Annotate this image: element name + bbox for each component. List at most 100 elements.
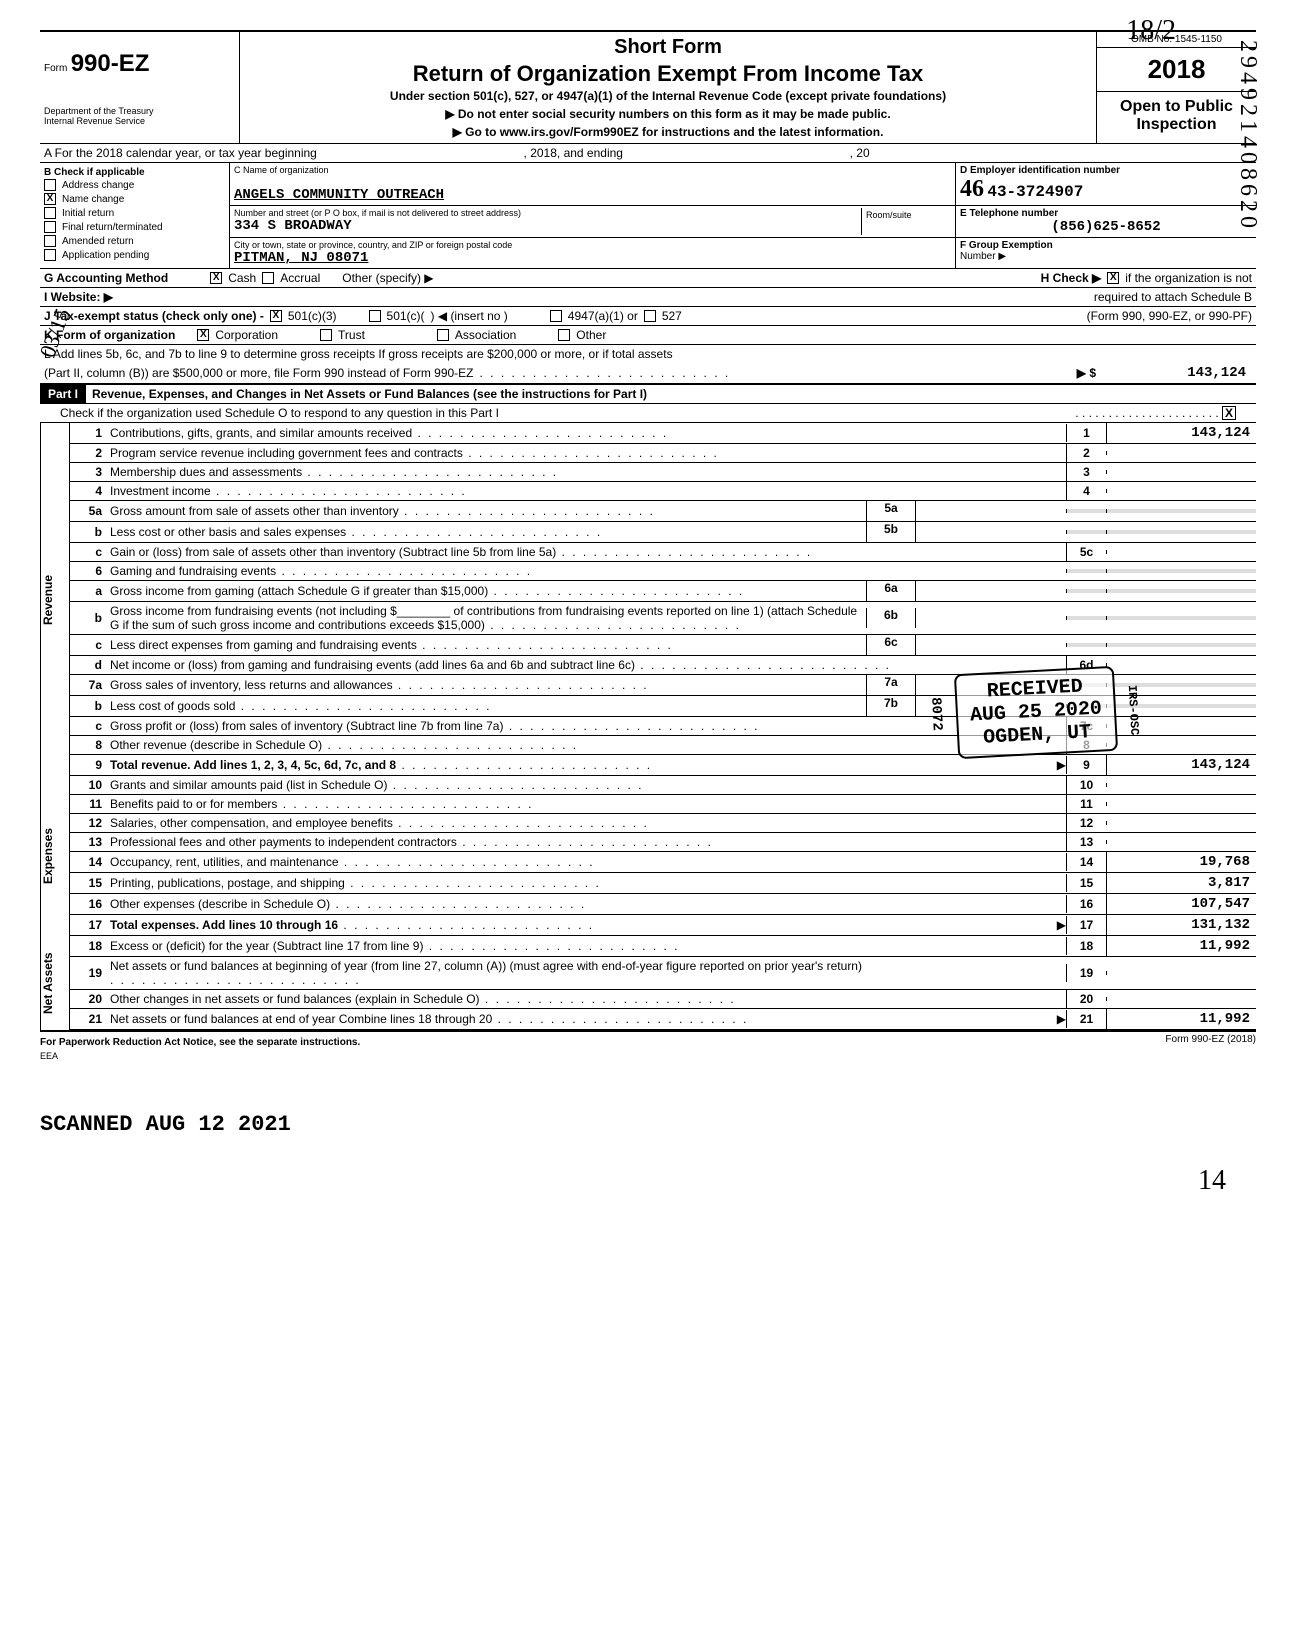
line-text: Contributions, gifts, grants, and simila… — [110, 424, 1066, 442]
val-box — [1106, 489, 1256, 493]
K-other: Other — [576, 328, 606, 342]
num-box: 1 — [1066, 424, 1106, 442]
line-a: aGross income from gaming (attach Schedu… — [70, 581, 1256, 602]
J-4947-checkbox[interactable] — [550, 310, 562, 322]
K-corp-checkbox[interactable] — [197, 329, 209, 341]
form-990ez: 294921408620 18/2 03/15 14 Form 990-EZ D… — [40, 30, 1256, 1137]
line-no: 14 — [70, 855, 110, 869]
num-box: 9 — [1066, 756, 1106, 774]
B-label-2: Initial return — [62, 208, 114, 219]
K-other-checkbox[interactable] — [558, 329, 570, 341]
H-checkbox[interactable] — [1107, 272, 1119, 284]
line-4: 4Investment income4 — [70, 482, 1256, 501]
netassets-section: Net Assets 18Excess or (deficit) for the… — [40, 936, 1256, 1030]
J-527-checkbox[interactable] — [644, 310, 656, 322]
B-checkbox-2[interactable] — [44, 207, 56, 219]
B-label-1: Name change — [62, 194, 124, 205]
B-checkbox-0[interactable] — [44, 179, 56, 191]
B-checkbox-5[interactable] — [44, 249, 56, 261]
L-line2: (Part II, column (B)) are $500,000 or mo… — [44, 366, 474, 380]
K-trust: Trust — [338, 328, 365, 342]
header-left: Form 990-EZ Department of the Treasury I… — [40, 32, 240, 143]
line-no: 3 — [70, 465, 110, 479]
line-no: b — [70, 525, 110, 539]
line-11: 11Benefits paid to or for members11 — [70, 795, 1256, 814]
J-c: 501(c)( — [387, 309, 425, 323]
E-label: E Telephone number — [960, 208, 1252, 219]
line-1: 1Contributions, gifts, grants, and simil… — [70, 423, 1256, 444]
line-6: 6Gaming and fundraising events — [70, 562, 1256, 581]
line-text: Gross income from gaming (attach Schedul… — [110, 582, 866, 600]
cell-E: E Telephone number (856)625-8652 — [956, 206, 1256, 237]
netassets-side-label: Net Assets — [40, 936, 70, 1030]
room-label: Room/suite — [861, 208, 951, 235]
line-no: 11 — [70, 797, 110, 811]
val-box: 3,817 — [1106, 873, 1256, 893]
line-text: Total expenses. Add lines 10 through 16 … — [110, 916, 1066, 934]
city-label: City or town, state or province, country… — [234, 240, 951, 250]
sub-title: Under section 501(c), 527, or 4947(a)(1)… — [248, 89, 1088, 103]
line-text: Net income or (loss) from gaming and fun… — [110, 656, 1066, 674]
B-checkbox-3[interactable] — [44, 221, 56, 233]
line-no: 17 — [70, 918, 110, 932]
part1-label: Part I — [40, 385, 86, 403]
num-box: 11 — [1066, 795, 1106, 813]
line-L1: L Add lines 5b, 6c, and 7b to line 9 to … — [40, 345, 1256, 363]
line-no: b — [70, 611, 110, 625]
inspection: Inspection — [1103, 116, 1250, 134]
footer-eea: EEA — [40, 1051, 58, 1061]
num-box: 19 — [1066, 964, 1106, 982]
mid-box: 5b — [866, 522, 916, 542]
schedule-o-checkbox[interactable] — [1222, 406, 1236, 420]
num-box: 2 — [1066, 444, 1106, 462]
val-box — [1106, 971, 1256, 975]
line-A-mid: , 2018, and ending — [524, 146, 623, 160]
cell-F: F Group Exemption Number ▶ — [956, 238, 1256, 268]
val-box — [1106, 743, 1256, 747]
line-no: 7a — [70, 678, 110, 692]
G-cash: Cash — [228, 271, 256, 285]
line-text: Program service revenue including govern… — [110, 444, 1066, 462]
line-text: Occupancy, rent, utilities, and maintena… — [110, 853, 1066, 871]
cell-C-street: Number and street (or P O box, if mail i… — [230, 206, 956, 237]
line-c: cGain or (loss) from sale of assets othe… — [70, 543, 1256, 562]
go-to: ▶ Go to www.irs.gov/Form990EZ for instru… — [248, 125, 1088, 139]
margin-right-number: 294921408620 — [1234, 40, 1261, 232]
B-checkbox-4[interactable] — [44, 235, 56, 247]
J-501c-checkbox[interactable] — [369, 310, 381, 322]
schedule-o-row: Check if the organization used Schedule … — [40, 404, 1256, 423]
line-no: d — [70, 658, 110, 672]
hand-year-top: 18/2 — [1126, 15, 1176, 47]
J-501c3-checkbox[interactable] — [270, 310, 282, 322]
K-assoc-checkbox[interactable] — [437, 329, 449, 341]
num-box: 18 — [1066, 937, 1106, 955]
line-text: Less cost or other basis and sales expen… — [110, 523, 866, 541]
C-name-label: C Name of organization — [234, 165, 951, 175]
G-other: Other (specify) ▶ — [342, 271, 433, 285]
line-text: Gaming and fundraising events — [110, 562, 1066, 580]
L-value: 143,124 — [1102, 365, 1252, 381]
B-label-5: Application pending — [62, 250, 149, 261]
line-no: 8 — [70, 738, 110, 752]
num-box: 13 — [1066, 833, 1106, 851]
street-value: 334 S BROADWAY — [234, 218, 861, 234]
line-text: Benefits paid to or for members — [110, 795, 1066, 813]
val-box: 11,992 — [1106, 936, 1256, 956]
line-text: Less cost of goods sold — [110, 697, 866, 715]
cash-checkbox[interactable] — [210, 272, 222, 284]
line-text: Membership dues and assessments — [110, 463, 1066, 481]
col-B: B Check if applicable Address changeName… — [40, 163, 230, 268]
val-box: 11,992 — [1106, 1009, 1256, 1029]
B-checkbox-1[interactable] — [44, 193, 56, 205]
J-c3: 501(c)(3) — [288, 309, 337, 323]
line-A: A For the 2018 calendar year, or tax yea… — [40, 144, 1256, 163]
stamp-8072: 8072 — [927, 697, 945, 731]
K-trust-checkbox[interactable] — [320, 329, 332, 341]
H-label: H Check ▶ — [1041, 271, 1102, 285]
accrual-checkbox[interactable] — [262, 272, 274, 284]
mid-box: 6b — [866, 608, 916, 628]
open-public: Open to Public — [1103, 98, 1250, 116]
cell-C-name: C Name of organization ANGELS COMMUNITY … — [230, 163, 956, 205]
G-label: G Accounting Method — [44, 271, 168, 285]
B-title: B Check if applicable — [44, 167, 225, 178]
